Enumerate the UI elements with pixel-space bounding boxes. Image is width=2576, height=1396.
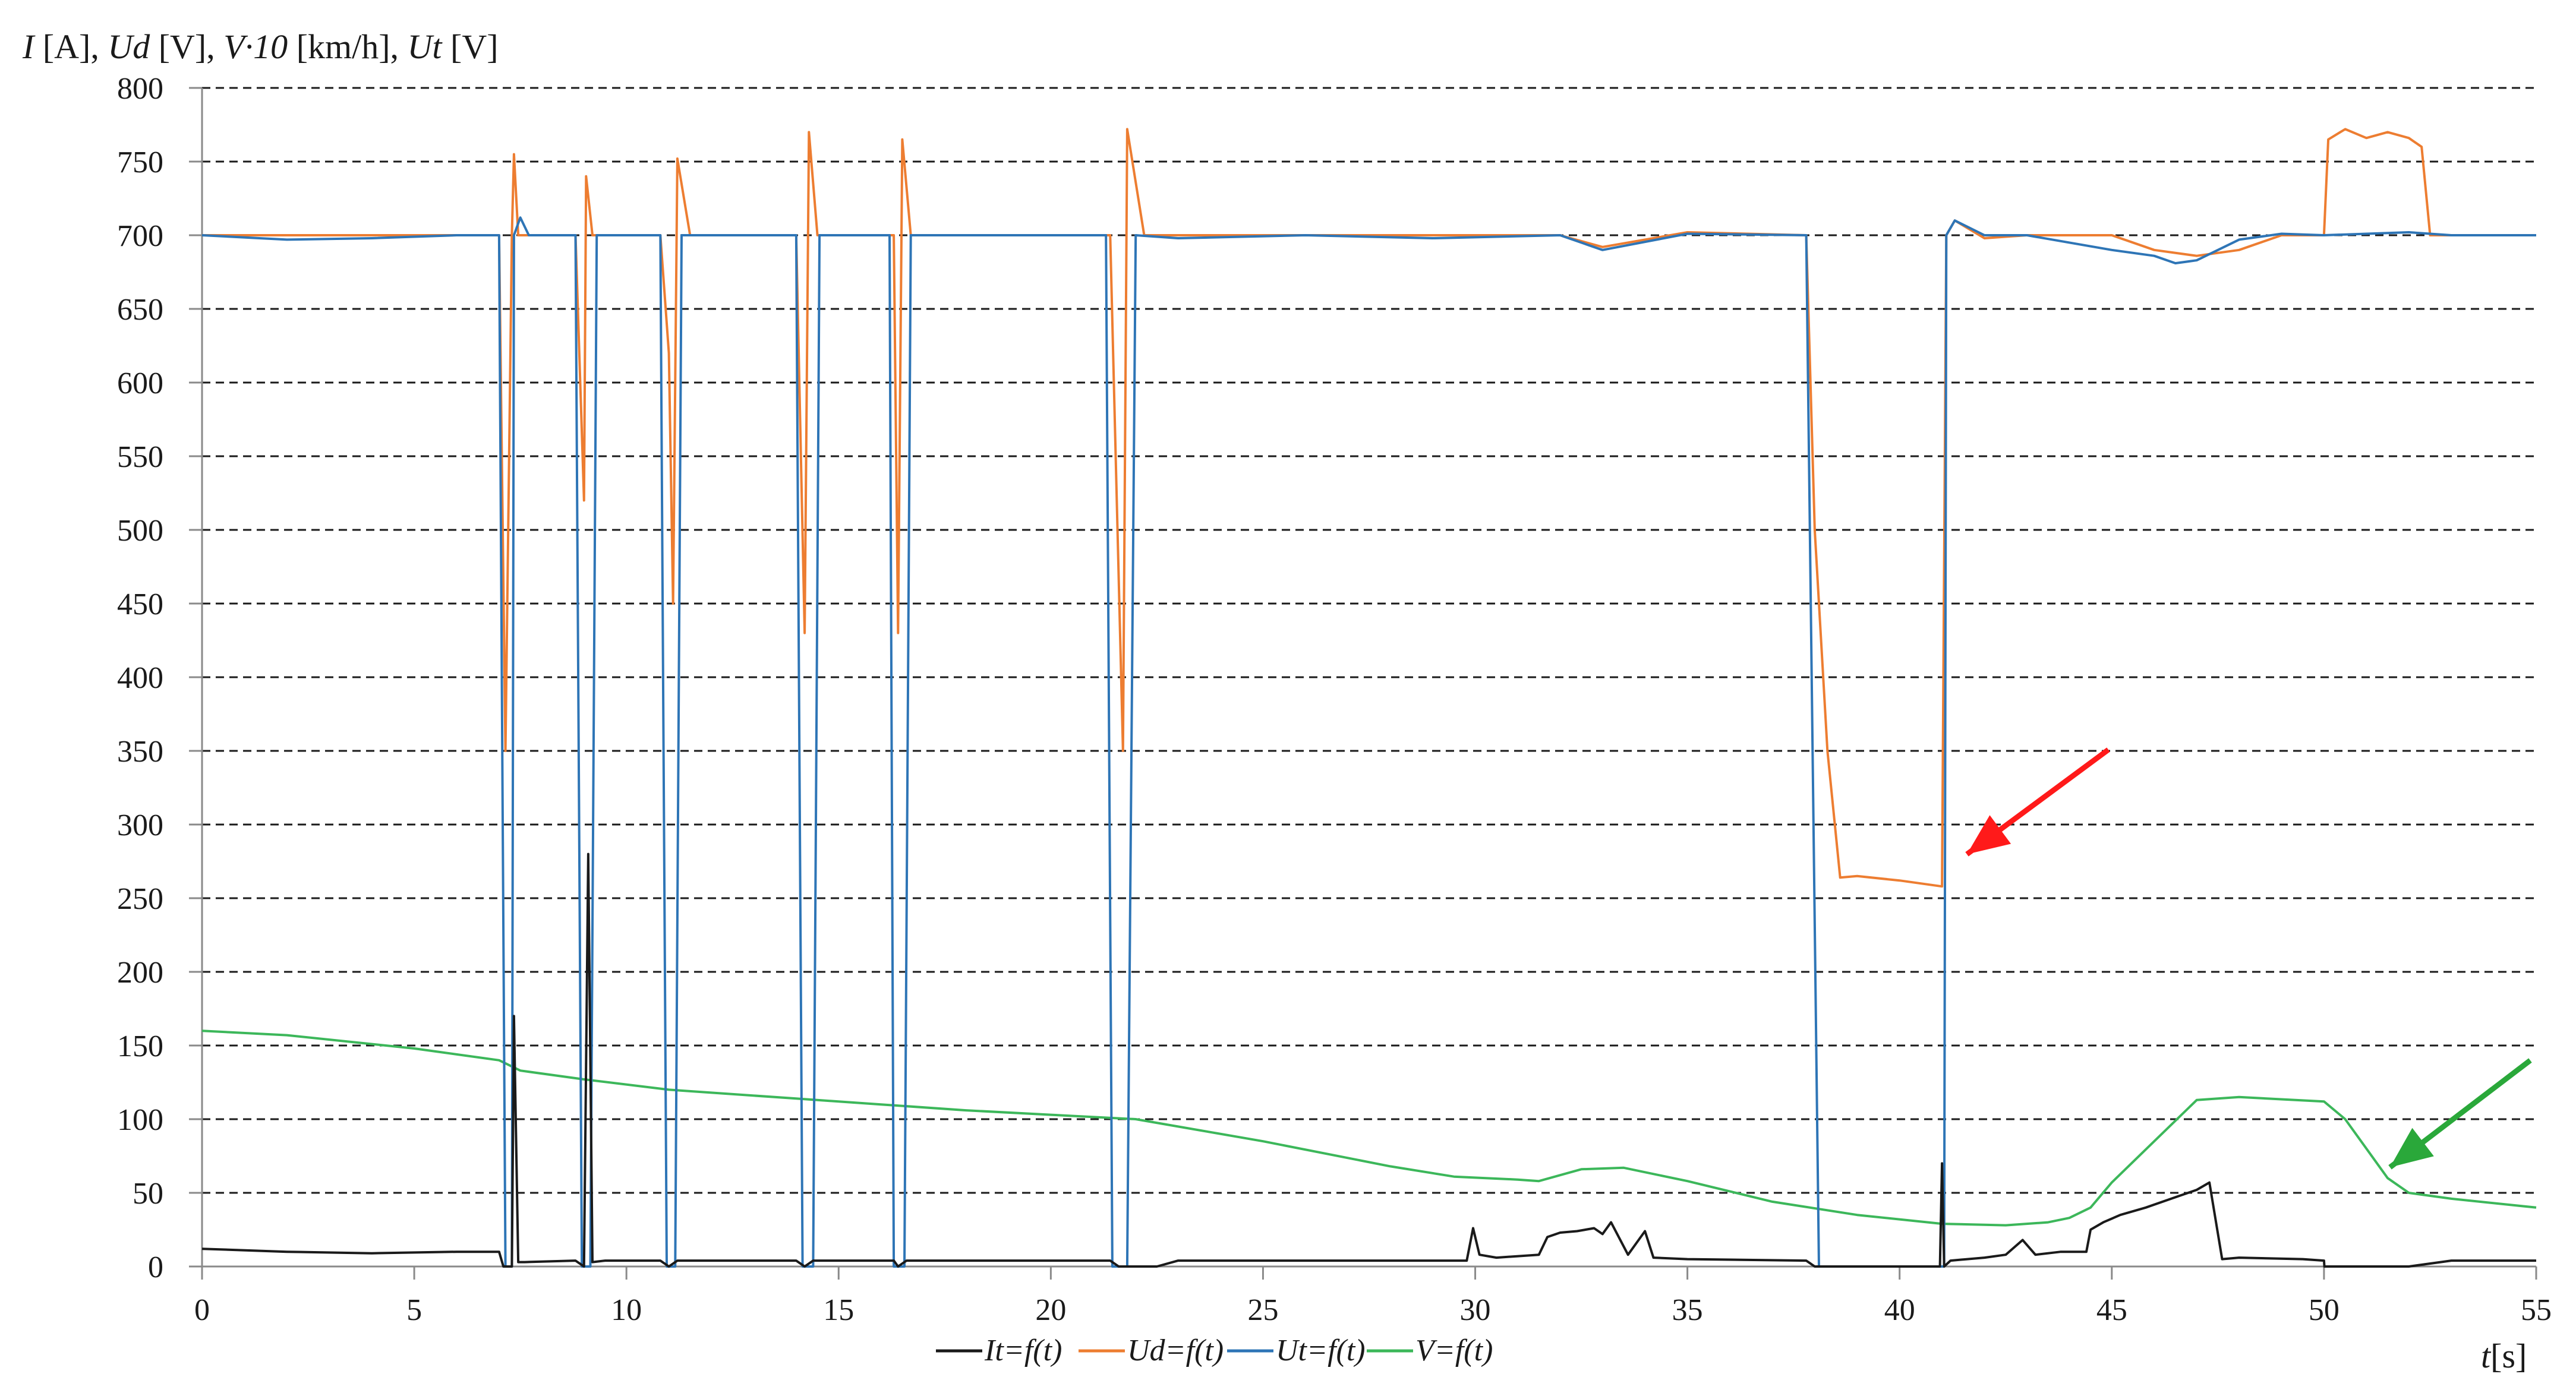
y-tick-label: 800: [117, 72, 163, 106]
y-tick-label: 700: [117, 219, 163, 253]
y-axis-label-part: V·10: [223, 27, 288, 66]
legend-label: Ud=f(t): [1127, 1334, 1224, 1367]
y-tick-label: 600: [117, 367, 163, 400]
axes: [189, 87, 2537, 1280]
y-axis-label: I [A], Ud [V], V·10 [km/h], Ut [V]: [22, 27, 499, 66]
y-tick-label: 50: [133, 1177, 163, 1211]
tick-labels: 0501001502002503003504004505005506006507…: [117, 72, 2552, 1327]
y-tick-label: 200: [117, 956, 163, 990]
x-tick-label: 20: [1035, 1293, 1066, 1327]
y-axis-label-part: Ud: [108, 27, 150, 66]
x-tick-label: 40: [1884, 1293, 1915, 1327]
y-tick-label: 100: [117, 1103, 163, 1137]
y-axis-label-part: [km/h],: [288, 27, 407, 66]
x-tick-label: 35: [1672, 1293, 1703, 1327]
y-axis-label-part: [V],: [150, 27, 223, 66]
x-tick-label: 25: [1247, 1293, 1278, 1327]
x-axis-label: t[s]: [2481, 1337, 2527, 1375]
annotation-arrows: [1965, 747, 2532, 1170]
x-tick-label: 5: [406, 1293, 422, 1327]
y-tick-label: 450: [117, 588, 163, 621]
x-tick-label: 0: [194, 1293, 210, 1327]
y-tick-label: 0: [148, 1250, 163, 1284]
y-axis-label-part: I: [22, 27, 36, 66]
y-tick-label: 550: [117, 440, 163, 474]
y-axis-label-part: [A],: [34, 27, 108, 66]
x-tick-label: 50: [2309, 1293, 2339, 1327]
series-line: [202, 128, 2536, 888]
x-tick-label: 10: [611, 1293, 642, 1327]
annotation-arrow-head: [2390, 1127, 2434, 1167]
y-tick-label: 350: [117, 735, 163, 769]
series-line: [201, 216, 2536, 1268]
x-tick-label: 55: [2521, 1293, 2552, 1327]
annotation-arrow-head: [1967, 815, 2011, 854]
x-tick-label: 30: [1460, 1293, 1491, 1327]
x-tick-label: 15: [823, 1293, 854, 1327]
x-tick-label: 45: [2096, 1293, 2127, 1327]
y-tick-label: 750: [117, 146, 163, 179]
series-line: [201, 852, 2536, 1268]
y-tick-label: 150: [117, 1029, 163, 1063]
legend-label: V=f(t): [1415, 1334, 1493, 1367]
y-tick-label: 400: [117, 661, 163, 695]
legend-label: Ut=f(t): [1276, 1334, 1366, 1367]
legend-label: It=f(t): [984, 1334, 1062, 1367]
legend: It=f(t) Ud=f(t) Ut=f(t) V=f(t): [936, 1334, 1493, 1367]
x-axis-label-part: [s]: [2490, 1337, 2527, 1375]
y-tick-label: 300: [117, 808, 163, 842]
y-tick-label: 650: [117, 293, 163, 327]
y-tick-label: 500: [117, 514, 163, 548]
y-axis-label-part: [V]: [442, 27, 499, 66]
series-line: [201, 1029, 2537, 1227]
y-axis-label-part: Ut: [408, 27, 443, 66]
y-tick-label: 250: [117, 882, 163, 916]
series-group: [201, 128, 2537, 1268]
x-axis-label-part: t: [2481, 1337, 2492, 1375]
